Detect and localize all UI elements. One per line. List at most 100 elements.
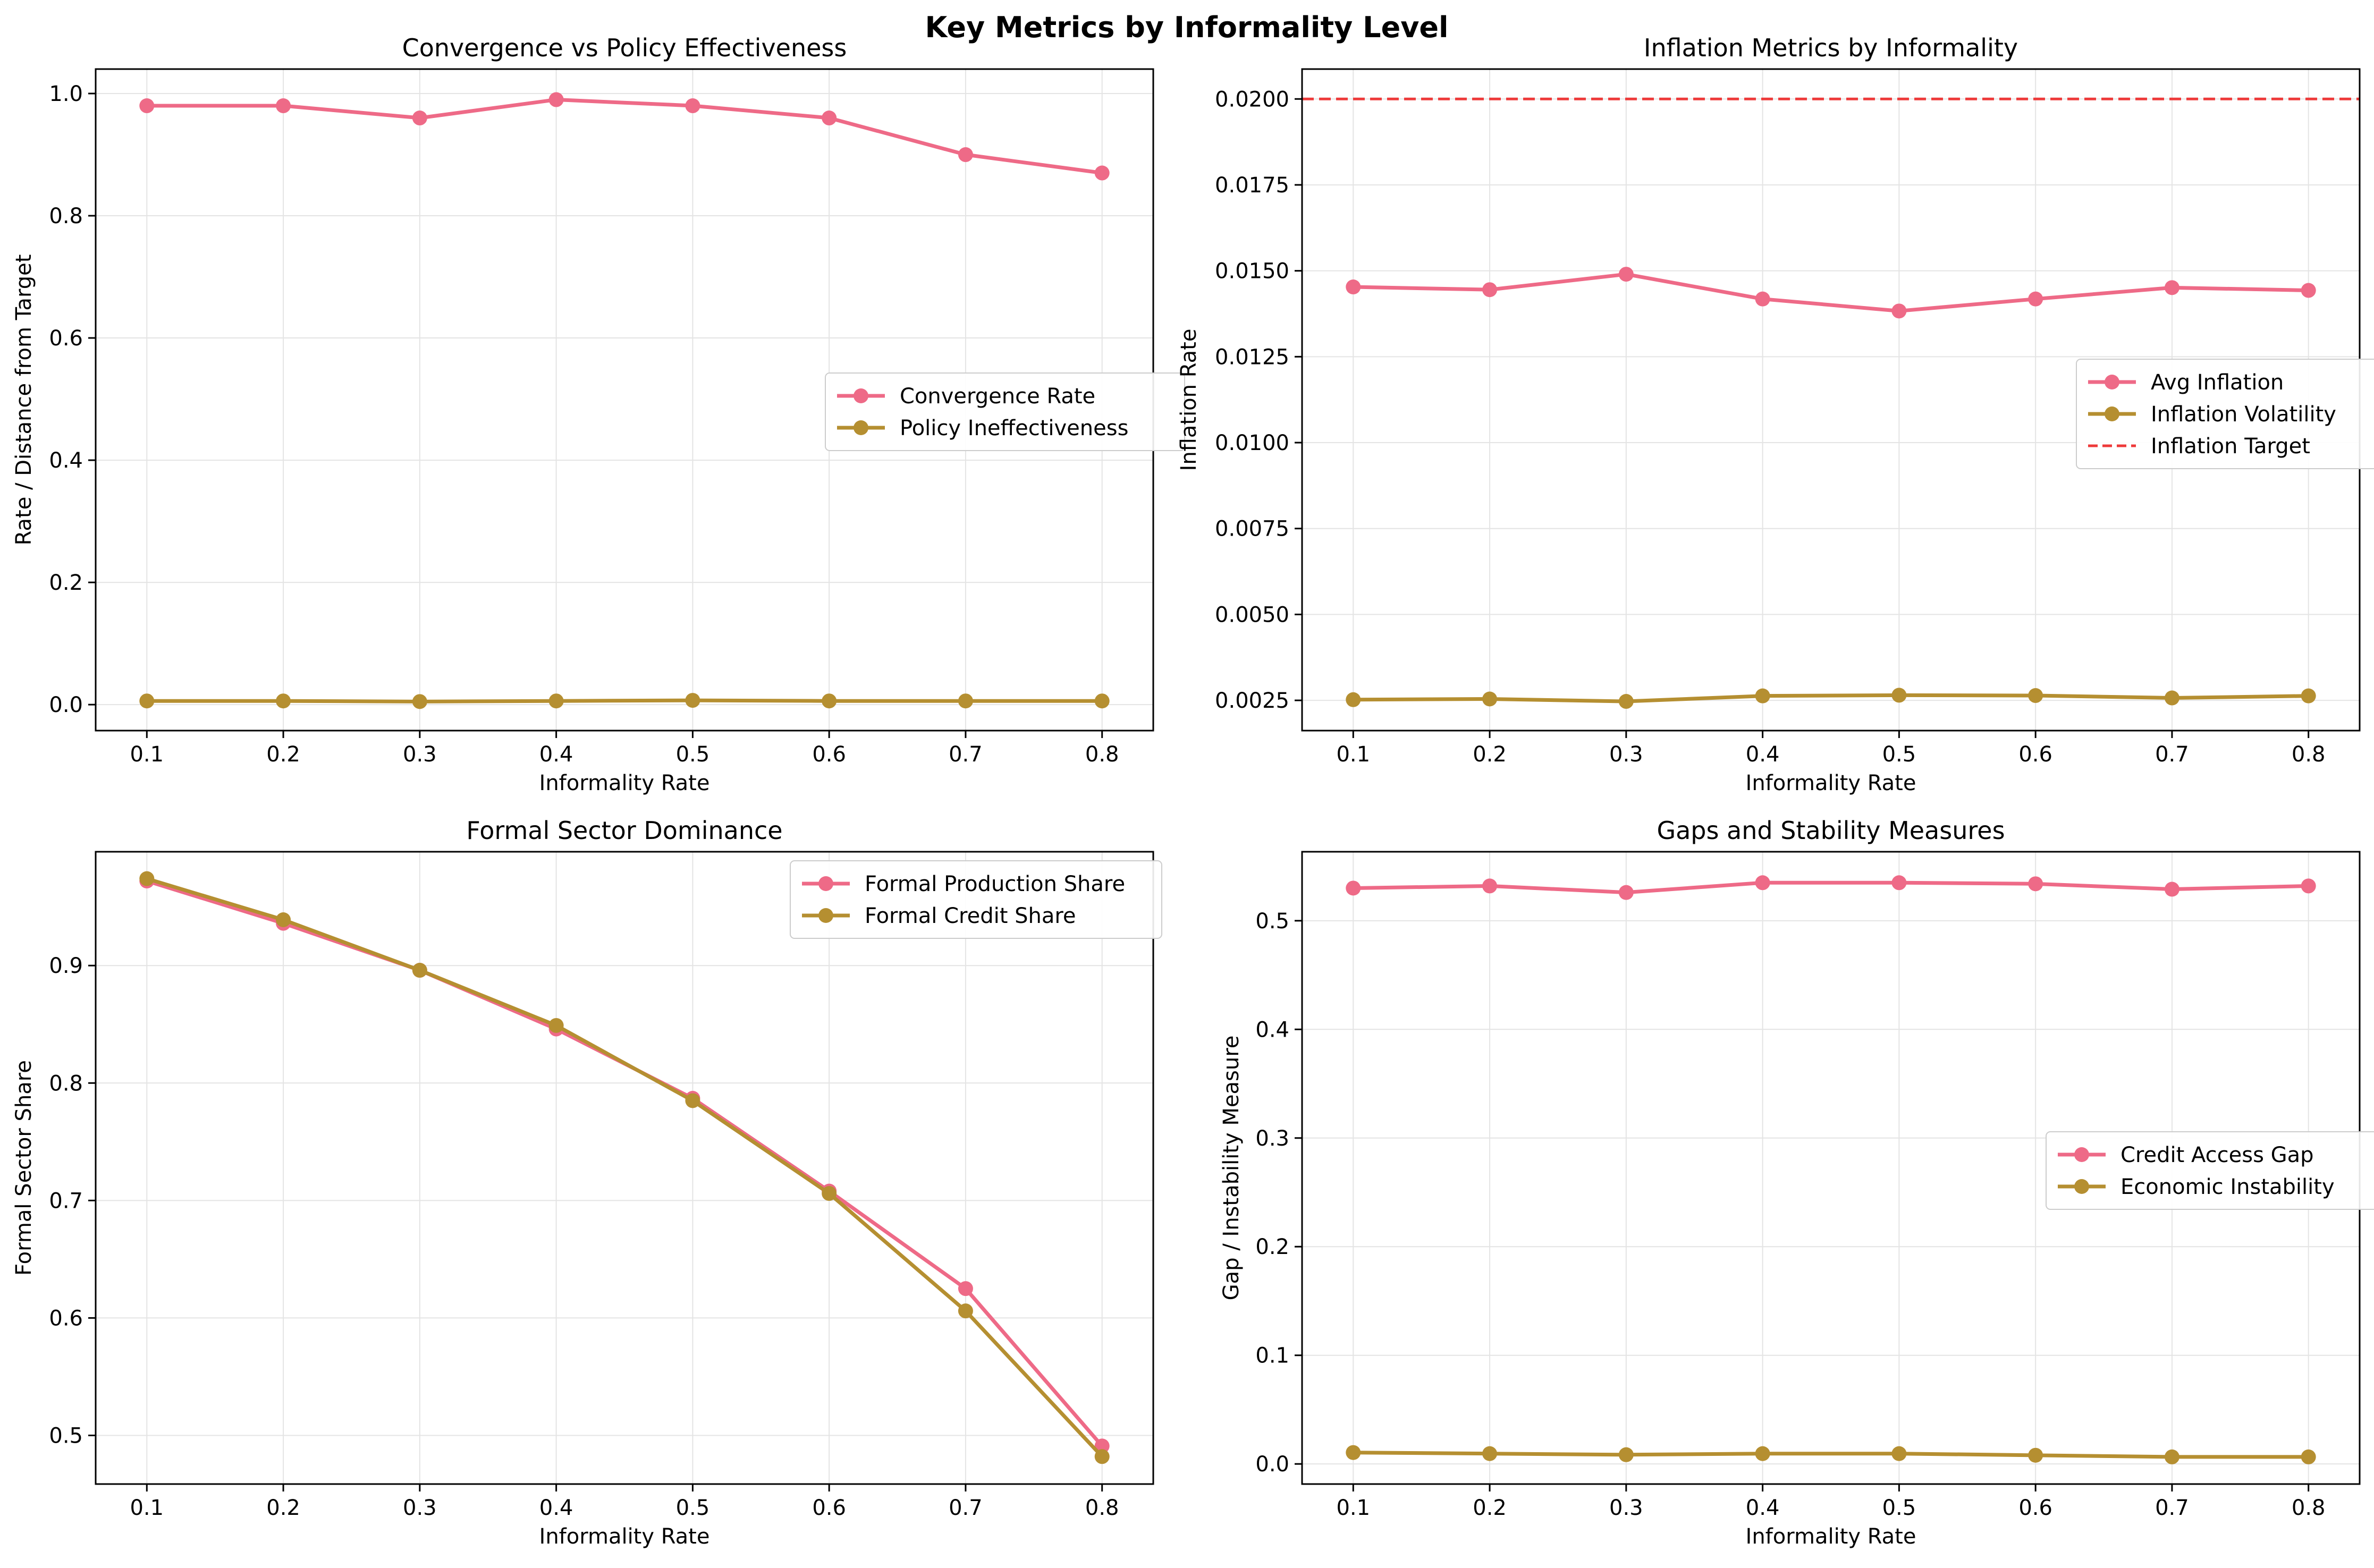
- x-tick-label: 0.6: [2018, 1496, 2052, 1520]
- legend-swatch-marker: [854, 420, 868, 435]
- data-point: [1482, 878, 1498, 894]
- y-tick-label: 0.5: [1255, 909, 1289, 934]
- y-tick-label: 0.5: [49, 1423, 83, 1448]
- y-tick-label: 0.0175: [1215, 173, 1289, 198]
- y-tick-label: 0.0: [1255, 1452, 1289, 1477]
- legend: Formal Production Share Formal Credit Sha…: [790, 860, 1162, 939]
- x-tick-label: 0.2: [1473, 1496, 1507, 1520]
- x-tick-label: 0.8: [2292, 742, 2326, 767]
- x-tick-label: 0.2: [1473, 742, 1507, 767]
- subplot-title: Gaps and Stability Measures: [1657, 816, 2005, 845]
- x-tick-label: 0.2: [266, 1496, 300, 1520]
- subplot-3: 0.1 0.2 0.3 0.4 0.5 0.6 0.7 0.8 0.5 0.6 0.7 0.8 0.9 F…: [12, 816, 1162, 1549]
- y-tick-label: 0.6: [49, 1306, 83, 1330]
- y-tick-label: 0.0200: [1215, 87, 1289, 112]
- series-line-2: [1351, 1451, 2311, 1459]
- data-point: [139, 98, 155, 114]
- data-point: [2301, 688, 2316, 704]
- data-point: [2028, 291, 2043, 307]
- x-tick-label: 0.3: [1609, 742, 1643, 767]
- data-point: [1618, 694, 1634, 709]
- x-tick-label: 0.6: [2018, 742, 2052, 767]
- x-tick-label: 0.7: [2155, 742, 2189, 767]
- data-point: [822, 693, 837, 709]
- x-tick-label: 0.5: [1882, 742, 1916, 767]
- series-line-2: [1351, 693, 2311, 704]
- x-tick-label: 0.1: [130, 1496, 164, 1520]
- y-axis-label: Formal Sector Share: [12, 1060, 36, 1276]
- x-tick-label: 0.1: [1336, 742, 1370, 767]
- x-tick-label: 0.5: [676, 1496, 710, 1520]
- data-point: [139, 871, 155, 886]
- data-point: [1346, 279, 1361, 295]
- x-tick-label: 0.6: [812, 742, 846, 767]
- y-tick-label: 1.0: [49, 82, 83, 106]
- data-point: [2301, 283, 2316, 298]
- data-point: [276, 693, 291, 709]
- x-tick-label: 0.7: [2155, 1496, 2189, 1520]
- data-point: [822, 1186, 837, 1201]
- data-point: [412, 111, 427, 126]
- legend-swatch-marker: [2074, 1179, 2089, 1194]
- data-point: [1482, 691, 1498, 707]
- x-tick-label: 0.3: [1609, 1496, 1643, 1520]
- data-point: [1891, 688, 1907, 703]
- legend-swatch-marker: [2105, 375, 2119, 389]
- x-tick-label: 0.7: [949, 1496, 983, 1520]
- data-point: [1346, 1445, 1361, 1460]
- legend-label: Economic Instability: [2120, 1175, 2335, 1199]
- legend-box: [825, 372, 1185, 451]
- y-tick-label: 0.7: [49, 1189, 83, 1213]
- x-tick-label: 0.8: [1085, 1496, 1119, 1520]
- y-axis-label: Inflation Rate: [1177, 329, 1201, 471]
- data-point: [2164, 690, 2179, 706]
- data-point: [412, 694, 427, 709]
- data-point: [1891, 875, 1907, 891]
- legend: Credit Access Gap Economic Instability: [2046, 1131, 2374, 1210]
- legend-swatch-marker: [854, 388, 868, 403]
- x-tick-label: 0.5: [1882, 1496, 1916, 1520]
- data-point: [1094, 1438, 1110, 1454]
- data-point: [958, 693, 973, 709]
- data-point: [2028, 688, 2043, 704]
- legend-swatch-marker: [818, 876, 833, 891]
- data-point: [276, 912, 291, 927]
- figure-title: Key Metrics by Informality Level: [925, 11, 1448, 44]
- legend-label: Policy Ineffectiveness: [900, 416, 1128, 440]
- legend-label: Inflation Volatility: [2151, 402, 2336, 427]
- data-point: [2164, 882, 2179, 897]
- data-point: [958, 147, 973, 163]
- data-point: [2028, 876, 2043, 892]
- y-tick-label: 0.8: [49, 1071, 83, 1096]
- data-point: [1618, 267, 1634, 282]
- y-tick-label: 0.3: [1255, 1126, 1289, 1151]
- x-tick-label: 0.2: [266, 742, 300, 767]
- data-point: [1755, 1446, 1770, 1461]
- data-point: [1482, 282, 1498, 298]
- y-tick-label: 0.0100: [1215, 431, 1289, 455]
- legend-label: Credit Access Gap: [2120, 1143, 2314, 1167]
- y-tick-label: 0.0050: [1215, 603, 1289, 627]
- data-point: [685, 98, 700, 114]
- x-tick-label: 0.3: [403, 742, 437, 767]
- subplot-title: Formal Sector Dominance: [466, 816, 782, 845]
- x-tick-label: 0.1: [1336, 1496, 1370, 1520]
- legend: Convergence Rate Policy Ineffectiveness: [825, 372, 1185, 451]
- series-line-1: [1351, 272, 2311, 313]
- data-point: [685, 1093, 700, 1108]
- legend-label: Formal Production Share: [865, 872, 1125, 896]
- y-tick-label: 0.4: [1255, 1018, 1289, 1042]
- legend: Avg Inflation Inflation Volatility Inflati…: [2076, 359, 2374, 469]
- y-tick-label: 0.2: [1255, 1235, 1289, 1259]
- subplot-grid: 0.1 0.2 0.3 0.4 0.5 0.6 0.7 0.8 0.0 0.2 0.4 0.6 0.8 1…: [12, 33, 2374, 1549]
- x-tick-label: 0.4: [539, 1496, 573, 1520]
- x-tick-label: 0.1: [130, 742, 164, 767]
- y-tick-label: 0.0: [49, 693, 83, 717]
- x-tick-label: 0.5: [676, 742, 710, 767]
- data-point: [1482, 1446, 1498, 1461]
- legend-swatch-marker: [818, 908, 833, 923]
- y-tick-label: 0.0150: [1215, 259, 1289, 284]
- data-point: [2028, 1447, 2043, 1463]
